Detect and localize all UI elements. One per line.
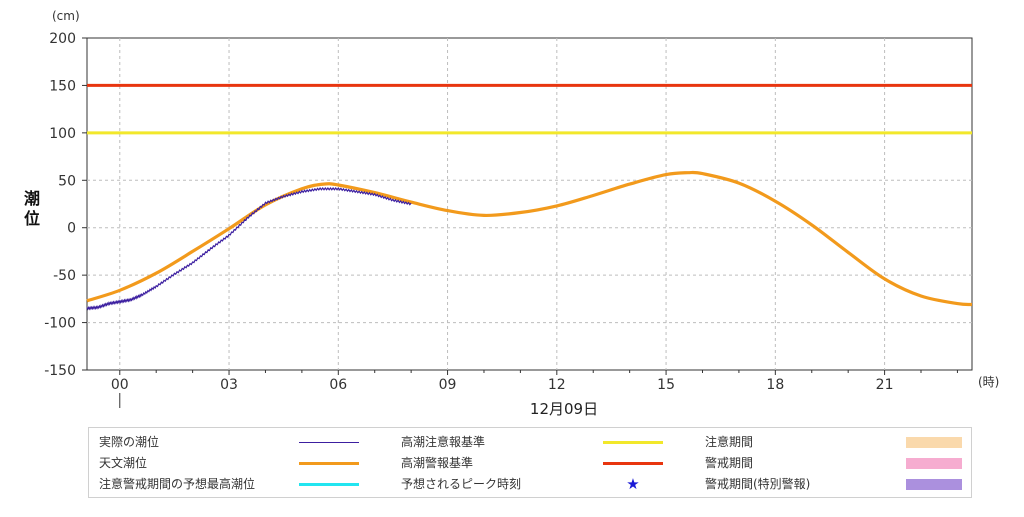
x-axis-unit: (時) [978, 375, 999, 389]
legend-item-astronomical: 天文潮位 [89, 453, 379, 474]
y-tick-label: -150 [44, 363, 76, 379]
legend-item-advisory-period: 注意期間 [695, 432, 965, 453]
legend-item-warning-level: 高潮警報基準 [391, 453, 681, 474]
plot-area [86, 37, 973, 371]
legend-item-warning-period: 警戒期間 [695, 453, 965, 474]
y-tick-label: 200 [49, 31, 76, 47]
axes [82, 37, 958, 408]
legend-label-peak-time: 予想されるピーク時刻 [401, 477, 522, 491]
legend-swatch-warning-period [906, 458, 962, 469]
date-label: 12月09日 [530, 400, 598, 418]
x-tick-label: 09 [439, 377, 457, 393]
legend-swatch-observed [299, 442, 359, 443]
legend-item-predicted-peak: 注意警戒期間の予想最高潮位 [89, 474, 379, 495]
x-tick-label: 00 [111, 377, 129, 393]
legend-label-warning-period: 警戒期間 [705, 456, 754, 470]
x-tick-label: 12 [548, 377, 566, 393]
legend: 実際の潮位 天文潮位 注意警戒期間の予想最高潮位 高潮注意報基準 高潮警報基準 … [88, 427, 972, 498]
series-lines [86, 170, 973, 311]
y-tick-label: -100 [44, 316, 76, 332]
legend-swatch-warning-level [603, 462, 663, 465]
legend-item-observed: 実際の潮位 [89, 432, 379, 453]
x-tick-label: 15 [657, 377, 675, 393]
y-tick-label: 150 [49, 78, 76, 94]
y-axis-label-part-1: 潮 [24, 189, 40, 208]
x-tick-label: 03 [220, 377, 238, 393]
legend-label-astronomical: 天文潮位 [99, 456, 148, 470]
legend-label-special-warning-period: 警戒期間(特別警報) [705, 477, 811, 491]
legend-item-special-warning-period: 警戒期間(特別警報) [695, 474, 965, 495]
x-tick-label: 18 [766, 377, 784, 393]
legend-swatch-special-warning-period [906, 479, 962, 490]
legend-item-advisory-level: 高潮注意報基準 [391, 432, 681, 453]
grid-lines [86, 37, 973, 371]
y-tick-label: 100 [49, 126, 76, 142]
legend-label-predicted-peak: 注意警戒期間の予想最高潮位 [99, 477, 256, 491]
x-tick-label: 06 [329, 377, 347, 393]
x-tick-label: 21 [876, 377, 894, 393]
y-axis-label-part-2: 位 [24, 209, 40, 228]
legend-swatch-advisory-period [906, 437, 962, 448]
y-tick-label: -50 [53, 268, 76, 284]
legend-label-warning-level: 高潮警報基準 [401, 456, 474, 470]
y-tick-label: 0 [67, 221, 76, 237]
tick-labels: -150 -100 -50 0 50 100 150 200 00 03 06 09 12 15 18 21 [44, 31, 893, 393]
legend-label-observed: 実際の潮位 [99, 435, 160, 449]
legend-label-advisory-level: 高潮注意報基準 [401, 435, 486, 449]
legend-swatch-predicted-peak [299, 483, 359, 486]
series-line-astronomical [86, 170, 973, 307]
y-tick-label: 50 [58, 173, 76, 189]
star-icon: ★ [626, 475, 640, 493]
legend-item-peak-time: 予想されるピーク時刻 ★ [391, 474, 681, 495]
threshold-lines [87, 83, 972, 135]
series-line-observed [86, 186, 412, 311]
legend-swatch-astronomical [299, 462, 359, 465]
legend-swatch-advisory-level [603, 441, 663, 444]
legend-label-advisory-period: 注意期間 [705, 435, 754, 449]
y-axis-unit: (cm) [52, 9, 80, 23]
